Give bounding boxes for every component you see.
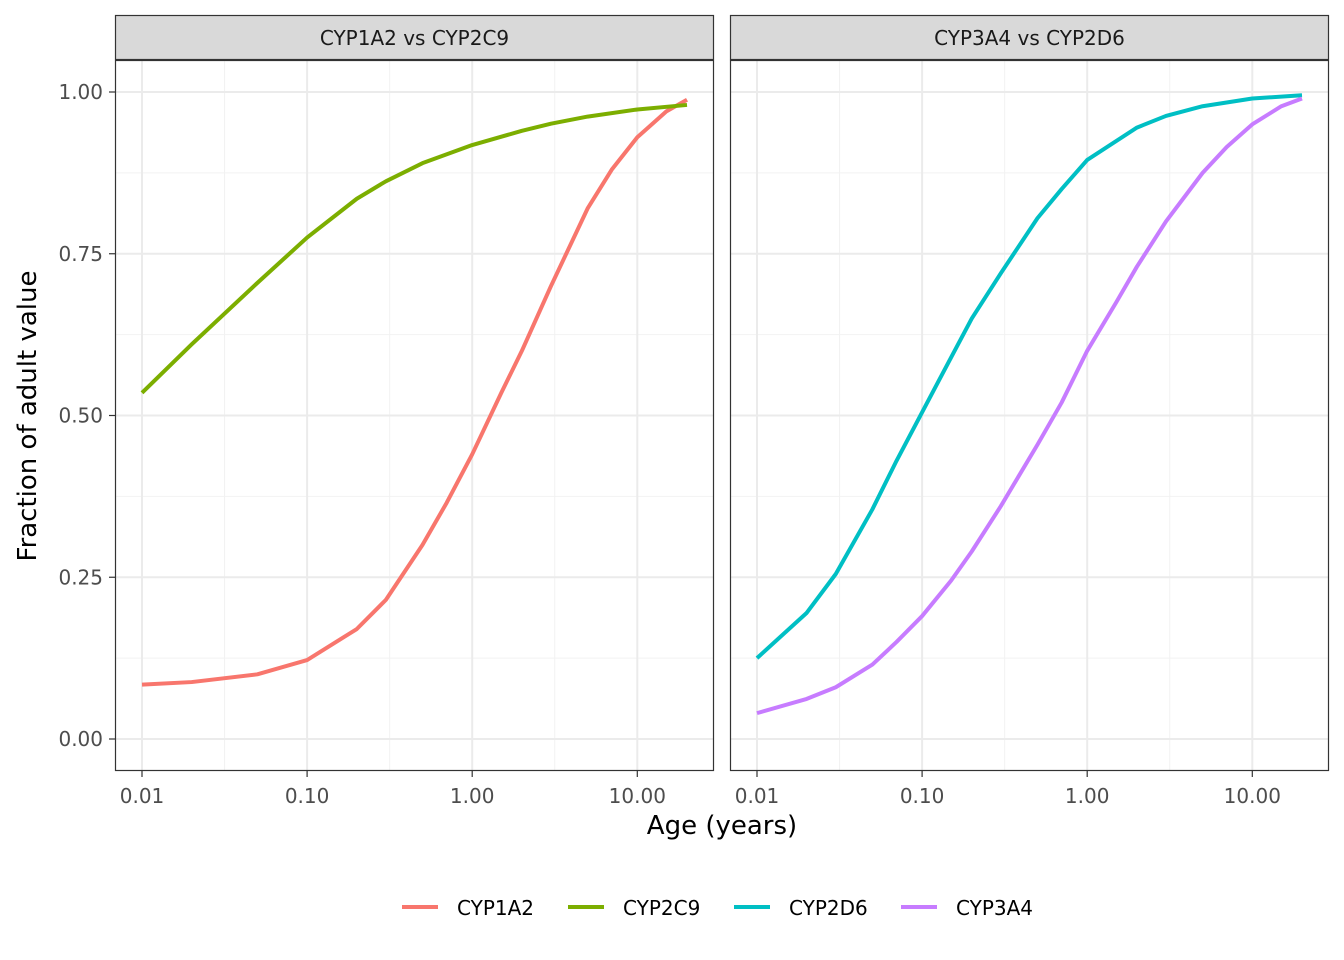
y-tick-label: 0.50 <box>58 404 103 428</box>
y-axis-title: Fraction of adult value <box>13 271 43 562</box>
facet-strip <box>729 14 1330 61</box>
panel-border <box>729 59 1330 772</box>
x-tick-label: 10.00 <box>609 784 666 808</box>
series-line-cyp3a4 <box>756 96 1303 716</box>
panel-border <box>114 59 715 772</box>
legend-label: CYP2D6 <box>789 896 868 920</box>
series-line-cyp2d6 <box>755 93 1303 660</box>
panel-1: CYP1A2 vs CYP2C9 0.01 0.10 1.00 10.00 0.00 0.2… <box>58 14 715 808</box>
y-tick-label: 0.75 <box>58 242 103 266</box>
x-tick-label: 1.00 <box>450 784 495 808</box>
legend-label: CYP1A2 <box>457 896 534 920</box>
panel-2: CYP3A4 vs CYP2D6 0.01 0.10 1.00 10.00 <box>729 14 1330 808</box>
facet-strip <box>114 14 715 61</box>
y-tick-label: 0.25 <box>58 565 103 589</box>
legend: CYP1A2 CYP2C9 CYP2D6 CYP3A4 <box>402 896 1033 920</box>
x-tick-label: 0.01 <box>120 784 165 808</box>
y-tick-label: 1.00 <box>58 80 103 104</box>
facet-strip-title: CYP3A4 vs CYP2D6 <box>934 26 1125 50</box>
x-tick-label: 1.00 <box>1065 784 1110 808</box>
series-line-cyp2c9 <box>140 102 688 395</box>
y-tick-label: 0.00 <box>58 727 103 751</box>
legend-label: CYP3A4 <box>956 896 1033 920</box>
x-tick-label: 0.01 <box>735 784 780 808</box>
x-tick-label: 10.00 <box>1224 784 1281 808</box>
x-tick-label: 0.10 <box>285 784 330 808</box>
x-tick-label: 0.10 <box>900 784 945 808</box>
x-axis-title: Age (years) <box>647 811 797 841</box>
legend-label: CYP2C9 <box>623 896 700 920</box>
facet-strip-title: CYP1A2 vs CYP2C9 <box>320 26 509 50</box>
series-line-cyp1a2 <box>141 98 688 687</box>
